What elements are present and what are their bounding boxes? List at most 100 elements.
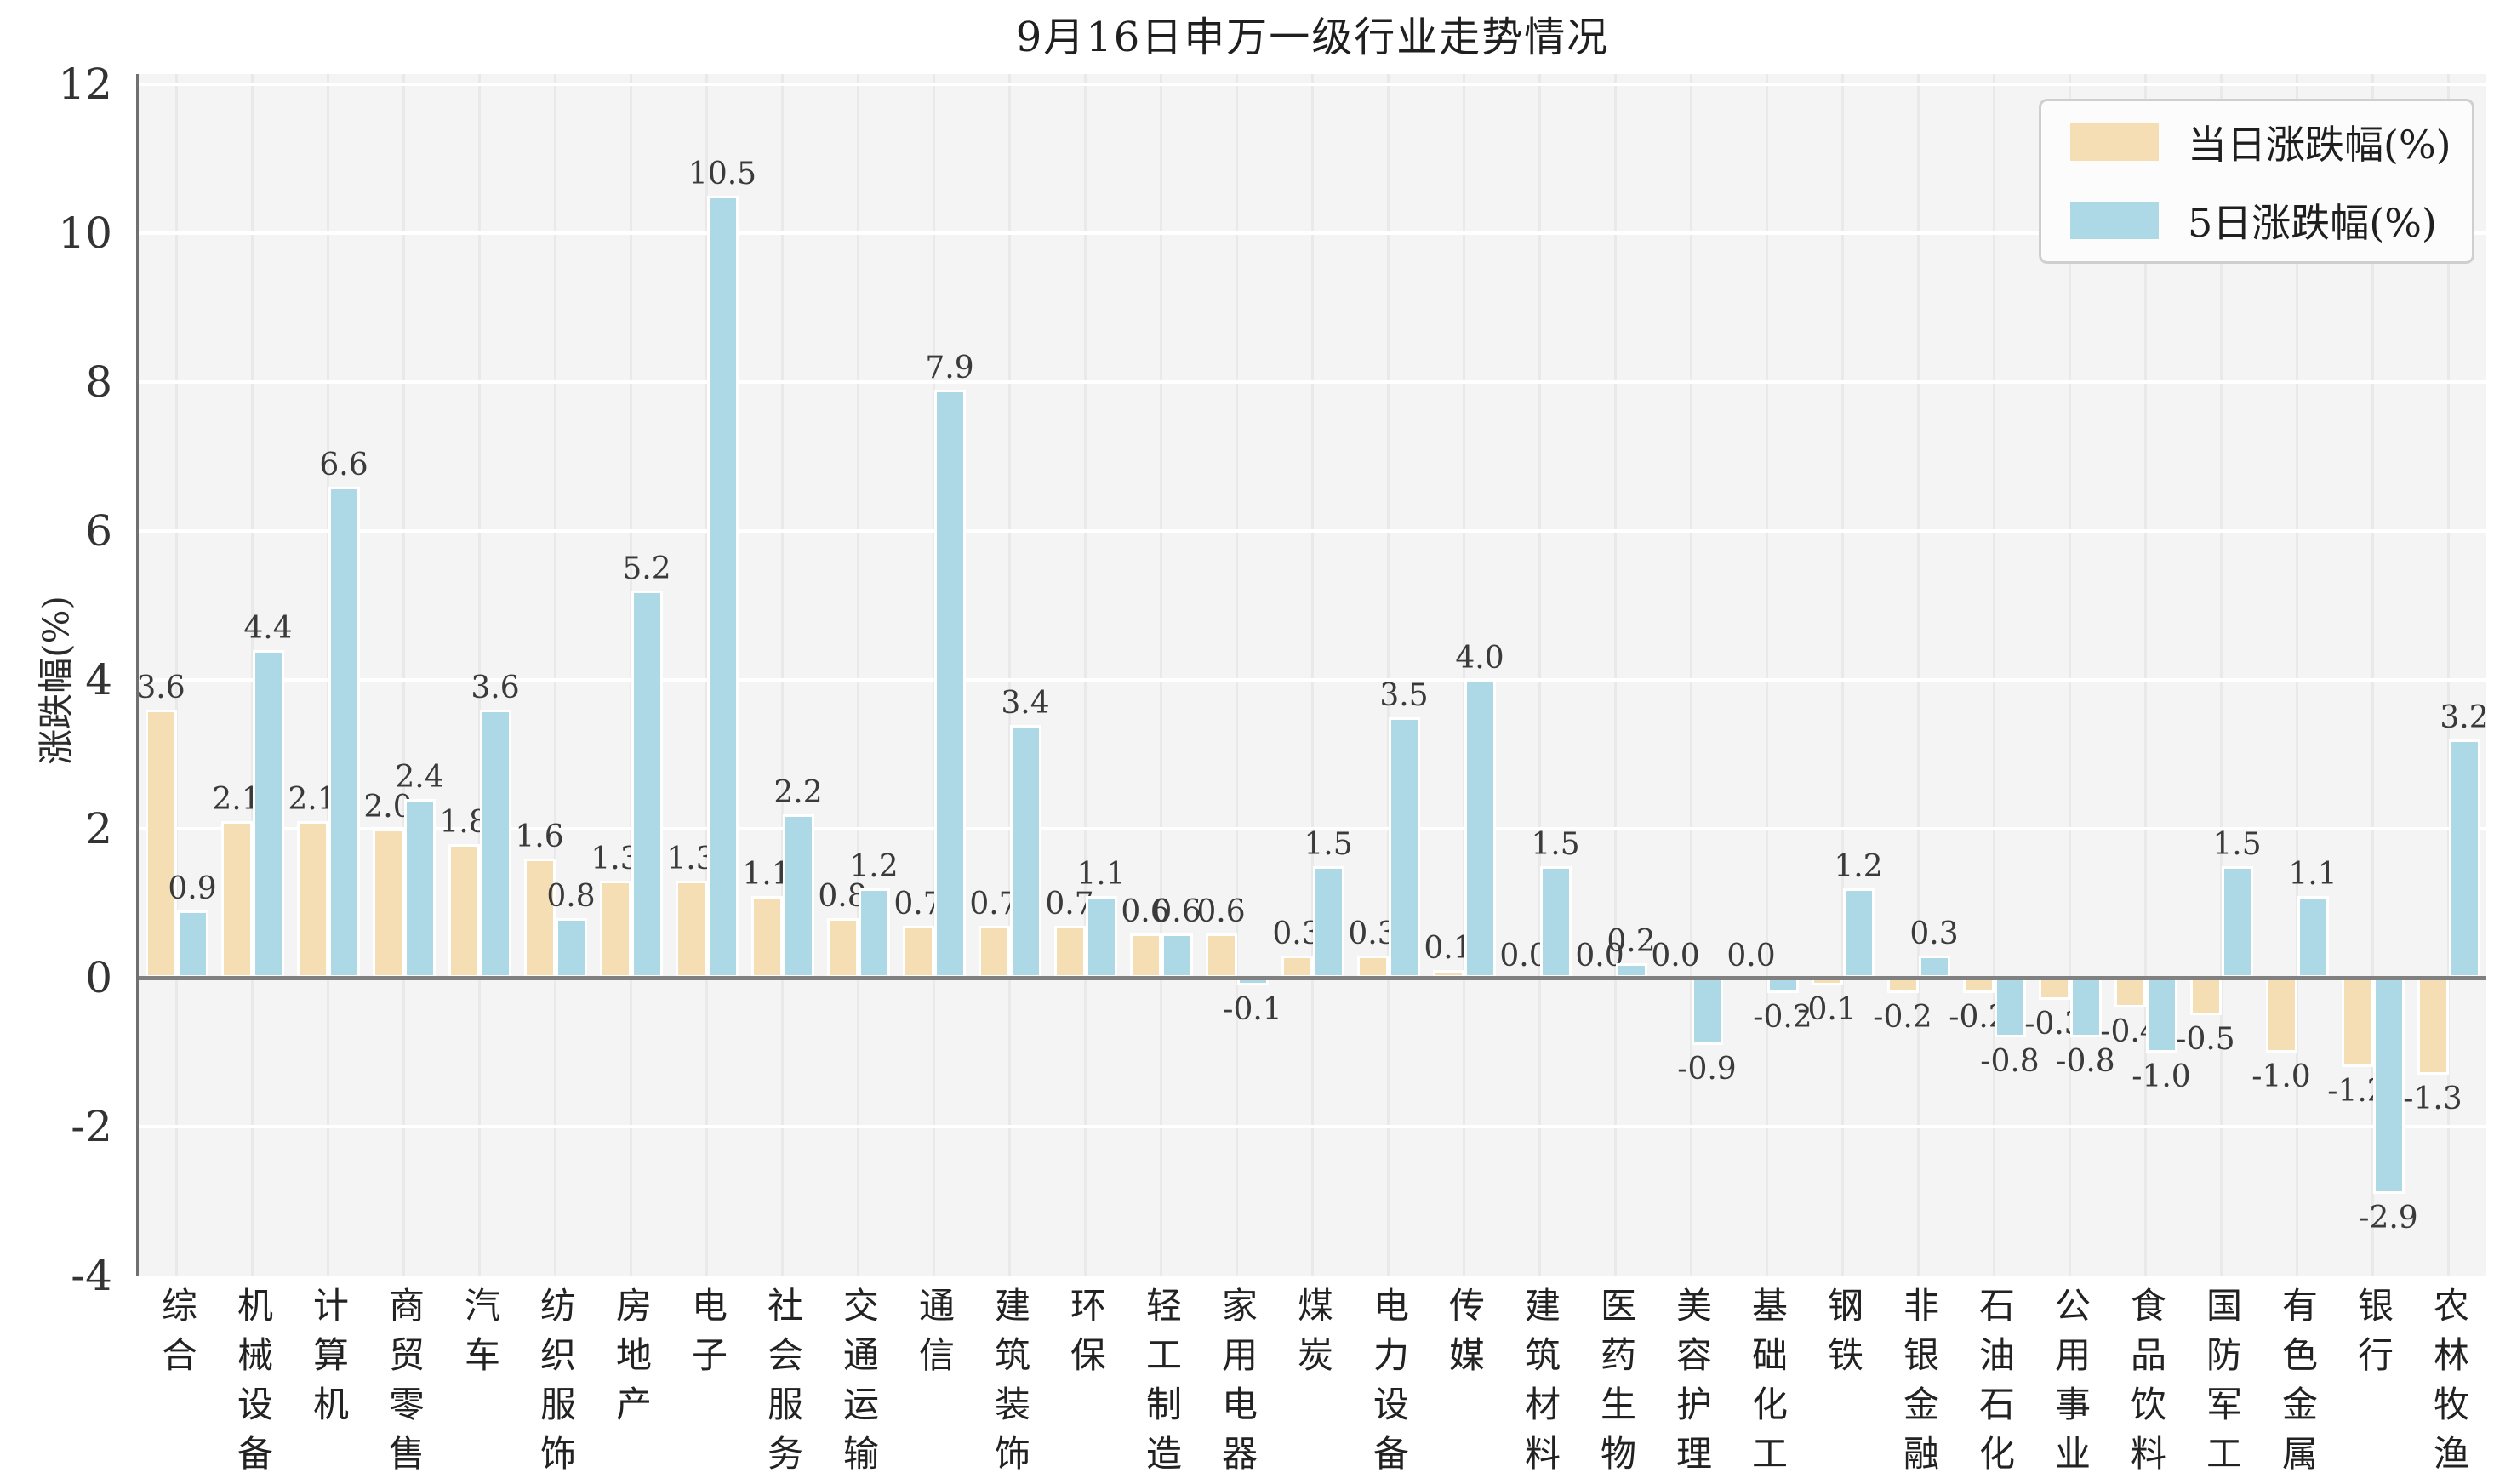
legend-label-daily: 当日涨跌幅(%) <box>2188 122 2451 168</box>
daily-bar <box>2038 978 2070 1001</box>
daily-bar <box>523 859 556 978</box>
bar-value-label: 5.2 <box>622 551 671 586</box>
bar-value-label: 4.0 <box>1455 641 1504 676</box>
x-category-label: 轻工制造 <box>1140 1287 1183 1484</box>
x-category-label: 有色金属 <box>2276 1287 2319 1484</box>
five-day-bar <box>858 888 890 978</box>
legend: 当日涨跌幅(%) 5日涨跌幅(%) <box>2039 99 2474 264</box>
x-category-label: 电子 <box>686 1287 728 1385</box>
bar-value-label: 3.6 <box>471 671 520 705</box>
v-gridline <box>1993 74 1995 1276</box>
x-category-label: 国防军工 <box>2200 1287 2243 1484</box>
five-day-bar <box>2448 739 2480 978</box>
daily-bar <box>372 829 404 978</box>
x-category-label: 银行 <box>2352 1287 2394 1385</box>
five-day-bar <box>403 799 436 978</box>
daily-bar <box>220 821 253 978</box>
daily-bar <box>826 918 859 978</box>
bar-value-label: 3.6 <box>136 671 185 705</box>
v-gridline <box>1463 74 1465 1276</box>
bar-value-label: -1.0 <box>2251 1059 2311 1094</box>
y-axis-spine <box>136 74 139 1276</box>
daily-bar <box>978 925 1010 978</box>
daily-bar <box>2417 978 2449 1075</box>
five-day-bar <box>176 910 208 978</box>
legend-entry-5day: 5日涨跌幅(%) <box>2070 192 2472 248</box>
bar-value-label: 1.1 <box>2288 856 2337 892</box>
legend-swatch-daily <box>2070 123 2159 161</box>
five-day-bar <box>631 591 663 978</box>
y-tick-label: 4 <box>85 655 112 705</box>
legend-swatch-5day <box>2070 202 2159 239</box>
bar-value-label: 7.9 <box>925 350 974 385</box>
bar-value-label: 0.9 <box>168 871 217 907</box>
h-gridline <box>139 529 2486 533</box>
h-gridline <box>139 231 2486 235</box>
v-gridline <box>2447 74 2450 1276</box>
five-day-bar <box>1539 865 1572 978</box>
v-gridline <box>2296 74 2298 1276</box>
bar-value-label: 3.4 <box>1001 685 1050 721</box>
v-gridline <box>857 74 859 1276</box>
five-day-bar <box>1388 716 1420 978</box>
daily-bar <box>750 895 783 978</box>
h-gridline <box>139 1125 2486 1128</box>
five-day-bar <box>1161 933 1193 978</box>
x-category-label: 综合 <box>156 1287 198 1385</box>
five-day-bar <box>933 389 966 978</box>
y-tick-label: -2 <box>71 1102 112 1151</box>
x-category-label: 公用事业 <box>2049 1287 2092 1484</box>
zero-line <box>139 976 2486 980</box>
v-gridline <box>1160 74 1162 1276</box>
x-category-label: 计算机 <box>307 1287 350 1435</box>
y-tick-label: 6 <box>85 506 112 556</box>
x-category-label: 房地产 <box>610 1287 653 1435</box>
x-category-label: 非银金融 <box>1898 1287 1940 1484</box>
five-day-bar <box>1994 978 2026 1037</box>
bar-value-label: 3.2 <box>2440 700 2489 735</box>
x-category-label: 医药生物 <box>1595 1287 1637 1484</box>
x-category-label: 美容护理 <box>1670 1287 1713 1484</box>
bar-value-label: 10.5 <box>688 157 757 192</box>
daily-bar <box>1205 933 1237 978</box>
bar-value-label: 1.5 <box>1531 826 1580 862</box>
v-gridline <box>1084 74 1087 1276</box>
bar-value-label: -0.8 <box>2056 1044 2115 1079</box>
bar-value-label: 0.6 <box>1121 893 1170 929</box>
x-category-label: 交通运输 <box>837 1287 880 1484</box>
bar-value-label: 0.8 <box>546 879 596 914</box>
daily-bar <box>1281 955 1313 978</box>
v-gridline <box>1311 74 1314 1276</box>
x-category-label: 电力设备 <box>1367 1287 1410 1484</box>
v-gridline <box>1766 74 1768 1276</box>
five-day-bar <box>1842 888 1875 978</box>
v-gridline <box>554 74 556 1276</box>
y-tick-label: 0 <box>85 953 112 1002</box>
x-category-label: 建筑装饰 <box>989 1287 1031 1484</box>
x-category-label: 通信 <box>913 1287 956 1385</box>
bar-value-label: -0.2 <box>1753 999 1812 1035</box>
daily-bar <box>145 710 177 978</box>
five-day-bar <box>555 918 587 978</box>
five-day-bar <box>252 650 284 978</box>
bar-value-label: -0.2 <box>1873 999 1932 1035</box>
v-gridline <box>781 74 784 1276</box>
h-gridline <box>139 678 2486 682</box>
daily-bar <box>448 843 480 978</box>
x-category-label: 家用电器 <box>1216 1287 1258 1484</box>
bar-value-label: -2.9 <box>2359 1200 2418 1236</box>
v-gridline <box>1008 74 1011 1276</box>
v-gridline <box>2220 74 2223 1276</box>
daily-bar <box>2189 978 2222 1015</box>
five-day-bar <box>2372 978 2405 1194</box>
daily-bar <box>2265 978 2297 1053</box>
bar-value-label: 3.5 <box>1379 677 1429 713</box>
x-category-label: 食品饮料 <box>2125 1287 2167 1484</box>
five-day-bar <box>328 486 360 978</box>
five-day-bar <box>1918 955 1950 978</box>
v-gridline <box>1236 74 1238 1276</box>
v-gridline <box>1841 74 1844 1276</box>
h-gridline <box>139 380 2486 384</box>
five-day-bar <box>1464 680 1496 978</box>
bar-value-label: -1.3 <box>2403 1081 2462 1116</box>
